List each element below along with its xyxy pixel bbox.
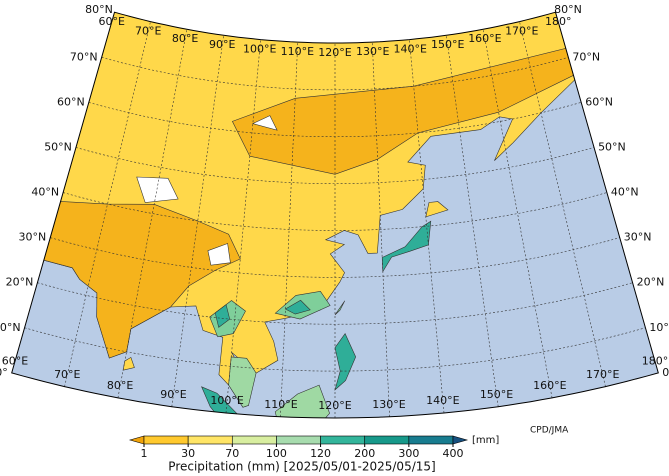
lon-label: 180° — [642, 354, 669, 367]
lon-label: 150°E — [431, 38, 464, 51]
lon-label: 70°E — [54, 368, 80, 381]
lat-label: 40°N — [611, 186, 639, 199]
land-area — [214, 304, 231, 328]
credit: CPD/JMA — [530, 426, 569, 436]
lon-label: 80°N — [554, 3, 582, 16]
lon-label: 120°E — [318, 399, 351, 412]
colorbar-tick-label: 120 — [310, 447, 331, 460]
lat-label: 70°N — [572, 50, 600, 63]
meridian — [117, 29, 188, 398]
colorbar-over — [452, 435, 469, 445]
colorbar-tick-label: 400 — [443, 447, 464, 460]
lon-label: 130°E — [372, 398, 405, 411]
lon-label: 80°E — [172, 32, 198, 45]
meridian — [446, 35, 499, 407]
lon-label: 180° — [545, 15, 572, 28]
lon-label: 110°E — [281, 45, 314, 58]
land-area — [381, 220, 432, 273]
meridian — [225, 39, 261, 413]
land-area — [334, 300, 346, 316]
lat-label: 0° — [0, 366, 8, 379]
meridian — [64, 21, 151, 387]
lon-label: 140°E — [394, 43, 427, 56]
lat-label: 30°N — [19, 231, 47, 244]
lon-label: 150°E — [480, 388, 513, 401]
colorbar-segment — [231, 435, 277, 445]
meridian — [171, 35, 224, 407]
colorbar-segment — [364, 435, 410, 445]
colorbar-segment — [276, 435, 321, 445]
parallel — [75, 147, 595, 184]
land-area — [136, 176, 179, 203]
parallel — [37, 282, 633, 325]
meridian — [519, 21, 606, 387]
land-area — [334, 333, 357, 391]
colorbar-segment — [320, 435, 366, 445]
land-area — [207, 243, 231, 266]
colorbar-segment — [187, 435, 233, 445]
lon-label: 110°E — [264, 398, 297, 411]
parallel — [24, 327, 646, 372]
lat-label: 50°N — [44, 140, 72, 153]
lon-label: 80°E — [107, 379, 133, 392]
meridian — [371, 42, 390, 417]
colorbar-tick-label: 300 — [398, 447, 419, 460]
lon-label: 120°E — [318, 46, 351, 59]
lat-label: 70°N — [70, 50, 98, 63]
land-area — [284, 299, 311, 315]
colorbar-tick-label: 1 — [141, 447, 148, 460]
colorbar-tick-label: 100 — [266, 447, 287, 460]
colorbar-tick-label: 200 — [354, 447, 375, 460]
lon-label: 170°E — [586, 368, 619, 381]
colorbar-segment — [408, 435, 454, 445]
lat-label: 60°N — [585, 95, 613, 108]
lon-label: 70°E — [135, 24, 161, 37]
lon-label: 140°E — [426, 394, 459, 407]
map-area — [11, 11, 659, 419]
lat-label: 60°N — [57, 95, 85, 108]
lon-label: 160°E — [468, 32, 501, 45]
lat-label: 10°N — [649, 321, 669, 334]
colorbar-unit: [mm] — [472, 435, 499, 446]
land-area — [43, 201, 241, 359]
lat-label: 20°N — [637, 276, 665, 289]
colorbar-title: Precipitation (mm) [2025/05/01-2025/05/1… — [168, 460, 435, 474]
lat-label: 10°N — [0, 321, 21, 334]
colorbar-tick-label: 30 — [181, 447, 195, 460]
parallel — [101, 56, 569, 91]
land-area — [122, 356, 135, 371]
colorbar-under — [128, 435, 145, 445]
lon-label: 130°E — [356, 45, 389, 58]
land-area — [425, 201, 449, 218]
meridian — [409, 39, 445, 413]
meridian — [482, 29, 553, 398]
map-border — [11, 11, 659, 419]
land — [43, 12, 576, 418]
lon-label: 80°N — [85, 3, 113, 16]
colorbar-segment — [143, 435, 189, 445]
land-area — [251, 115, 278, 131]
lat-label: 30°N — [624, 231, 652, 244]
lon-label: 160°E — [533, 379, 566, 392]
lon-label: 60°E — [2, 354, 28, 367]
lat-label: 0° — [662, 366, 669, 379]
lon-label: 60°E — [98, 15, 124, 28]
parallel — [88, 102, 582, 138]
lon-label: 100°E — [210, 394, 243, 407]
land-area — [274, 384, 330, 418]
lon-label: 90°E — [209, 38, 235, 51]
lon-label: 90°E — [160, 388, 186, 401]
lon-label: 170°E — [505, 24, 538, 37]
parallel — [50, 237, 620, 278]
lat-label: 50°N — [598, 140, 626, 153]
meridian — [280, 42, 299, 417]
lon-label: 100°E — [243, 43, 276, 56]
lat-label: 20°N — [6, 276, 34, 289]
lat-label: 40°N — [31, 186, 59, 199]
colorbar-tick-label: 70 — [225, 447, 239, 460]
